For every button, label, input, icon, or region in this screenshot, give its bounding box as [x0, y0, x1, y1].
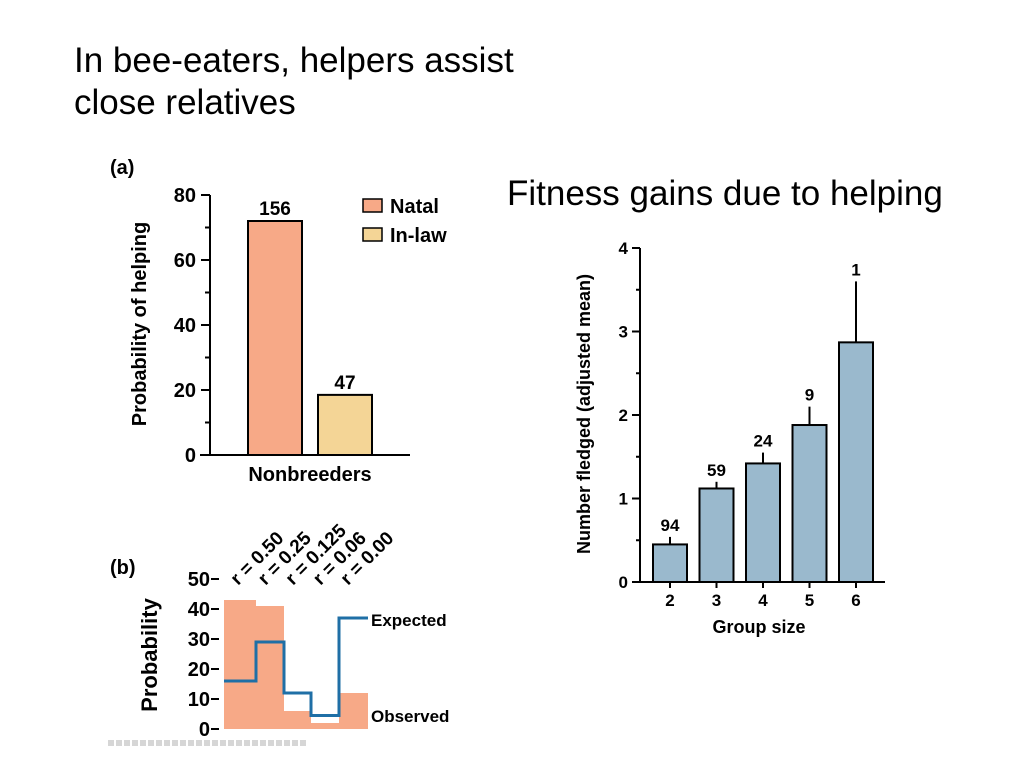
c-y-tick-label: 4 [619, 239, 629, 258]
a-legend-label: Natal [390, 196, 439, 218]
c-y-tick-label: 1 [619, 490, 628, 509]
b-y-axis-label: Probability [137, 597, 162, 711]
a-bar-label: 47 [334, 373, 355, 394]
a-y-tick-label: 0 [185, 445, 196, 467]
a-y-tick-label: 60 [174, 250, 196, 272]
c-x-tick-label: 3 [712, 591, 721, 610]
c-bar-label: 1 [851, 260, 860, 279]
c-y-axis-label: Number fledged (adjusted mean) [574, 274, 594, 554]
c-x-tick-label: 4 [758, 591, 768, 610]
c-y-tick-label: 0 [619, 573, 628, 592]
c-bar-label: 24 [754, 432, 773, 451]
b-observed-area [224, 600, 368, 729]
c-bar [838, 341, 874, 584]
slide-title: In bee-eaters, helpers assist close rela… [74, 40, 634, 124]
title-line-2: close relatives [74, 83, 296, 122]
c-bar [652, 543, 688, 583]
a-bar-in-law [317, 393, 373, 456]
panel-b-label: (b) [110, 557, 136, 579]
a-legend-swatch [362, 198, 383, 213]
c-x-tick-label: 6 [851, 591, 860, 610]
a-bar-label: 156 [259, 199, 291, 220]
a-y-tick-label: 80 [174, 185, 196, 207]
a-bar-natal [247, 220, 303, 456]
a-x-axis-label: Nonbreeders [248, 464, 371, 486]
c-bar [745, 462, 781, 583]
c-x-tick-label: 5 [805, 591, 814, 610]
panel-a-label: (a) [110, 157, 134, 179]
b-observed-label: Observed [371, 707, 449, 726]
c-bar-label: 9 [805, 386, 814, 405]
c-x-tick-label: 2 [665, 591, 674, 610]
a-y-axis-label: Probability of helping [129, 222, 151, 426]
b-y-tick-label: 40 [188, 599, 210, 621]
a-legend-swatch [362, 227, 383, 242]
title-line-1: In bee-eaters, helpers assist [74, 41, 514, 80]
c-bar-label: 94 [661, 516, 680, 535]
b-expected-line [224, 616, 368, 717]
b-y-tick-label: 50 [188, 569, 210, 591]
b-expected-label: Expected [371, 611, 447, 630]
b-y-tick-label: 10 [188, 689, 210, 711]
c-y-tick-label: 3 [619, 323, 628, 342]
a-legend-label: In-law [390, 225, 447, 247]
figure-caption-fragment [108, 740, 308, 746]
c-x-axis-label: Group size [712, 617, 805, 637]
b-y-tick-label: 30 [188, 629, 210, 651]
c-bar-label: 59 [707, 461, 726, 480]
c-bar [698, 487, 735, 584]
a-y-tick-label: 40 [174, 315, 196, 337]
b-y-tick-label: 20 [188, 659, 210, 681]
c-bar [791, 424, 828, 583]
slide-subtitle: Fitness gains due to helping [507, 174, 943, 213]
a-y-tick-label: 20 [174, 380, 196, 402]
c-y-tick-label: 2 [619, 406, 628, 425]
b-y-tick-label: 0 [199, 719, 210, 741]
